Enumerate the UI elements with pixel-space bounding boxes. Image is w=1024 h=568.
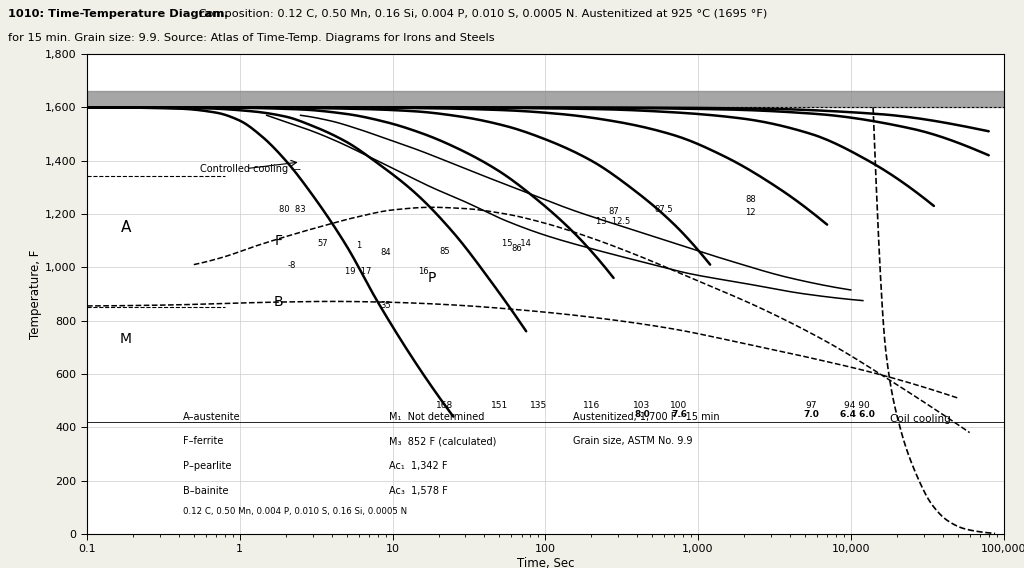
Text: 85: 85 xyxy=(439,247,451,256)
Text: 80  83: 80 83 xyxy=(279,206,305,215)
Text: 1010: Time-Temperature Diagram.: 1010: Time-Temperature Diagram. xyxy=(8,9,228,19)
Text: 57: 57 xyxy=(317,239,329,248)
Text: 88: 88 xyxy=(744,195,756,204)
Text: 7.6: 7.6 xyxy=(671,410,687,419)
Text: F–ferrite: F–ferrite xyxy=(183,436,223,446)
Text: 13  12.5: 13 12.5 xyxy=(596,218,631,227)
Text: 100: 100 xyxy=(671,402,687,411)
Text: 97: 97 xyxy=(805,402,817,411)
Text: 87.5: 87.5 xyxy=(654,206,674,215)
Text: M: M xyxy=(120,332,132,346)
Text: 15   14: 15 14 xyxy=(502,239,531,248)
Text: 94 90: 94 90 xyxy=(844,402,870,411)
Text: 19  17: 19 17 xyxy=(345,267,372,276)
Text: M₃  852 F (calculated): M₃ 852 F (calculated) xyxy=(389,436,497,446)
Text: Controlled cooling —: Controlled cooling — xyxy=(200,164,301,174)
Text: 116: 116 xyxy=(583,402,600,411)
Text: Coil cooling: Coil cooling xyxy=(890,414,950,424)
Text: P–pearlite: P–pearlite xyxy=(183,461,231,471)
X-axis label: Time, Sec: Time, Sec xyxy=(516,557,574,568)
Text: A–austenite: A–austenite xyxy=(183,412,241,421)
Text: 7.0: 7.0 xyxy=(803,410,819,419)
Text: 35: 35 xyxy=(380,302,391,311)
Text: 168: 168 xyxy=(436,402,454,411)
Text: F: F xyxy=(274,233,283,248)
Text: 135: 135 xyxy=(529,402,547,411)
Text: 12: 12 xyxy=(745,208,756,217)
Text: Ac₃  1,578 F: Ac₃ 1,578 F xyxy=(389,486,449,496)
Text: 1: 1 xyxy=(356,241,361,250)
Text: Austenitized, 1,700 F · 15 min: Austenitized, 1,700 F · 15 min xyxy=(572,412,720,421)
Text: -8: -8 xyxy=(288,261,296,270)
Text: B–bainite: B–bainite xyxy=(183,486,228,496)
Text: Ac₁  1,342 F: Ac₁ 1,342 F xyxy=(389,461,447,471)
Text: P: P xyxy=(427,271,436,285)
Text: M₁  Not determined: M₁ Not determined xyxy=(389,412,484,421)
Text: Composition: 0.12 C, 0.50 Mn, 0.16 Si, 0.004 P, 0.010 S, 0.0005 N. Austenitized : Composition: 0.12 C, 0.50 Mn, 0.16 Si, 0… xyxy=(195,9,767,19)
Text: 151: 151 xyxy=(490,402,508,411)
Text: 86: 86 xyxy=(511,244,522,253)
Text: A: A xyxy=(121,220,131,235)
Text: B: B xyxy=(274,295,284,309)
Text: 8.0: 8.0 xyxy=(634,410,650,419)
Text: Grain size, ASTM No. 9.9: Grain size, ASTM No. 9.9 xyxy=(572,436,692,446)
Text: 87: 87 xyxy=(608,207,618,216)
Text: 103: 103 xyxy=(634,402,650,411)
Text: 84: 84 xyxy=(380,248,391,257)
Text: 16: 16 xyxy=(419,267,429,276)
Text: for 15 min. Grain size: 9.9. Source: Atlas of Time-Temp. Diagrams for Irons and : for 15 min. Grain size: 9.9. Source: Atl… xyxy=(8,33,495,43)
Y-axis label: Temperature, F: Temperature, F xyxy=(30,249,42,339)
Text: 6.4 6.0: 6.4 6.0 xyxy=(840,410,874,419)
Text: 0.12 C, 0.50 Mn, 0.004 P, 0.010 S, 0.16 Si, 0.0005 N: 0.12 C, 0.50 Mn, 0.004 P, 0.010 S, 0.16 … xyxy=(183,507,408,516)
